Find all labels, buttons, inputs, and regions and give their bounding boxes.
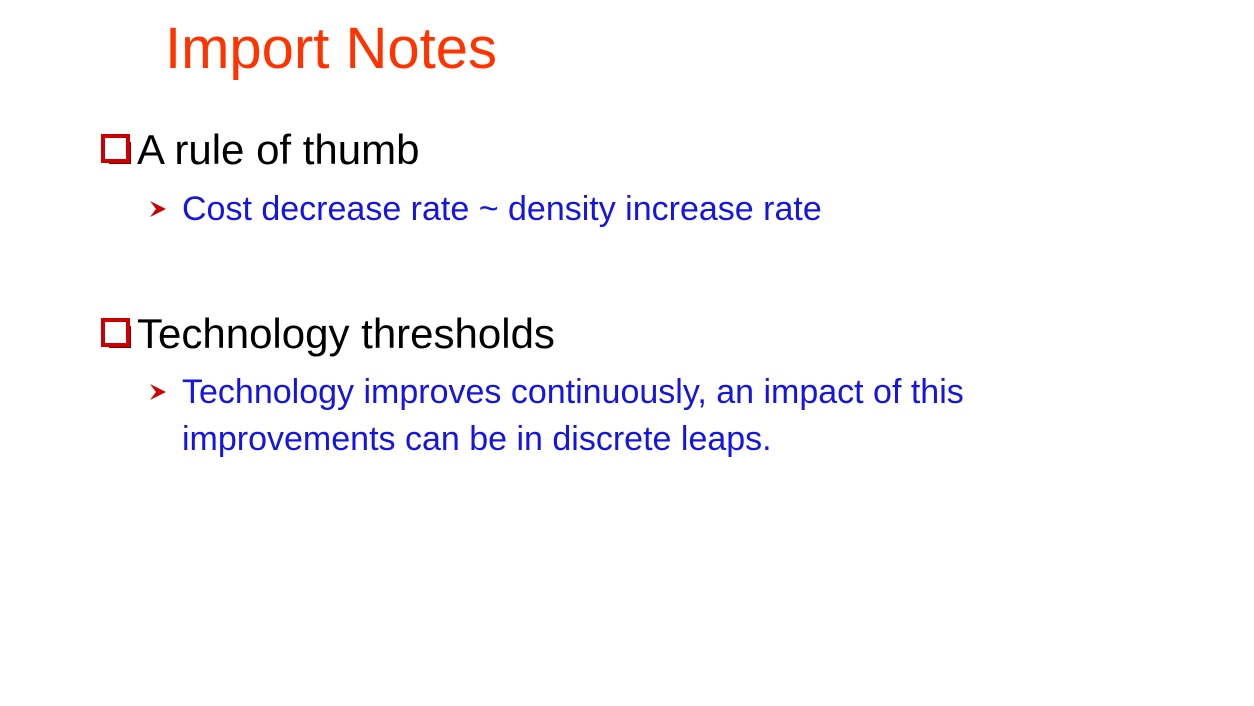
sub-bullet-text: Technology improves continuously, an imp… <box>182 373 964 411</box>
arrowhead-icon <box>148 199 168 219</box>
slide-title: Import Notes <box>165 16 497 81</box>
arrowhead-icon <box>148 382 168 402</box>
bullet-item: A rule of thumb <box>101 124 420 176</box>
sub-bullet-item: Cost decrease rate ~ density increase ra… <box>148 186 822 232</box>
bullet-text: A rule of thumb <box>137 126 420 173</box>
bullet-item: Technology thresholds <box>101 308 555 360</box>
sub-bullet-text: Cost decrease rate ~ density increase ra… <box>182 190 822 228</box>
square-box-icon <box>101 134 133 166</box>
square-box-icon <box>101 318 133 350</box>
bullet-text: Technology thresholds <box>137 310 555 357</box>
sub-bullet-text-continued: improvements can be in discrete leaps. <box>182 420 772 458</box>
sub-bullet-item: Technology improves continuously, an imp… <box>148 369 964 415</box>
